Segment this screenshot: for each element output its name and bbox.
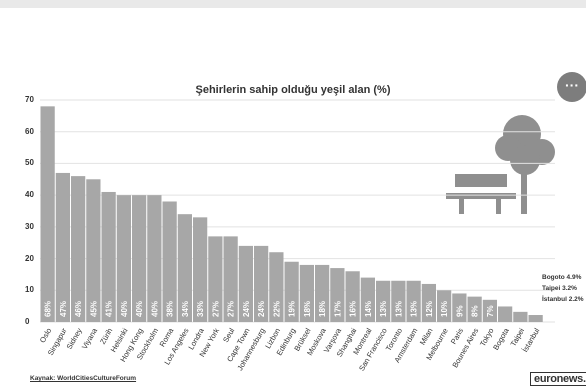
bar-moskova[interactable] [315,264,330,322]
y-tick-label: 20 [25,253,34,263]
y-tick-label: 10 [25,285,34,295]
bar-sidney[interactable] [71,176,86,322]
park-illustration [446,115,555,214]
euronews-logo: euronews. [530,372,586,386]
x-tick-label: Viyana [80,326,100,351]
bar-value-label: 10% [440,301,449,317]
bar-brüksel[interactable] [299,264,314,322]
y-tick-label: 50 [25,158,34,168]
bar-value-label: 13% [394,301,403,317]
bar-value-label: 40% [135,301,144,317]
chart-title: Şehirlerin sahip olduğu yeşil alan (%) [195,84,391,96]
bar-varşova[interactable] [330,268,345,322]
bar-edinburg[interactable] [284,261,299,322]
bar-value-label: 7% [486,305,495,317]
bar-new-york[interactable] [208,236,223,322]
top-rule [0,0,586,8]
bar-toronto[interactable] [391,280,406,322]
bar-value-label: 40% [150,301,159,317]
bar-paris[interactable] [452,293,467,322]
bar-melbourne[interactable] [437,290,452,322]
bar-zürih[interactable] [101,191,116,322]
bar-value-label: 18% [303,301,312,317]
note-line: İstanbul 2.2% [542,296,584,303]
bar-value-label: 8% [471,305,480,317]
note-line: Taipei 3.2% [542,285,577,292]
bar-value-label: 41% [105,301,114,317]
bar-value-label: 45% [89,301,98,317]
bar-milan[interactable] [421,283,436,322]
bar-value-label: 19% [288,301,297,317]
source-note: Kaynak: WorldCitiesCultureForum [30,375,137,382]
bar-amsterdam[interactable] [406,280,421,322]
bar-shanghai[interactable] [345,271,360,322]
bar-bogota[interactable] [498,306,513,322]
bar-viyana[interactable] [86,179,101,322]
y-tick-label: 40 [25,190,34,200]
bar-value-label: 13% [379,301,388,317]
bar-value-label: 12% [425,301,434,317]
bar-value-label: 22% [272,301,281,317]
more-options-button[interactable]: ··· [557,72,586,102]
bar-value-label: 34% [181,301,190,317]
bar-value-label: 16% [349,301,358,317]
bar-value-label: 38% [166,301,175,317]
bar-value-label: 17% [333,301,342,317]
bar-value-label: 27% [211,301,220,317]
bar-value-label: 47% [59,301,68,317]
bar-san-francisco[interactable] [376,280,391,322]
bar-value-label: 24% [257,301,266,317]
bar-taipei[interactable] [513,311,528,322]
bar-value-label: 18% [318,301,327,317]
x-tick-label: Bogota [491,326,511,352]
y-tick-label: 60 [25,126,34,136]
bar-tokyo[interactable] [482,299,497,322]
bar-value-label: 33% [196,301,205,317]
bar-value-label: 13% [410,301,419,317]
bar-hong-kong[interactable] [132,195,147,322]
bar-value-label: 46% [74,301,83,317]
bar-bounes-aires[interactable] [467,296,482,322]
bar-londra[interactable] [193,217,208,322]
bar-singapur[interactable] [55,172,70,322]
bar-value-label: 27% [227,301,236,317]
bar-stockholm[interactable] [147,195,162,322]
bar-i̇stanbul[interactable] [528,315,543,322]
bar-roma[interactable] [162,201,177,322]
bar-oslo[interactable] [40,106,55,322]
note-line: Bogoto 4.9% [542,274,582,281]
bar-cape-town[interactable] [238,245,253,322]
bar-johannesburg[interactable] [254,245,269,322]
y-tick-label: 70 [25,95,34,104]
bar-seul[interactable] [223,236,238,322]
bar-value-label: 14% [364,301,373,317]
bar-value-label: 40% [120,301,129,317]
bar-montreal[interactable] [360,277,375,322]
bar-value-label: 9% [455,305,464,317]
bar-lizbon[interactable] [269,252,284,322]
bar-value-label: 24% [242,301,251,317]
bar-value-label: 68% [44,301,53,317]
y-tick-label: 30 [25,221,34,231]
y-tick-label: 0 [25,317,30,326]
bar-los-angeles[interactable] [177,214,192,322]
bar-helsinki[interactable] [116,195,131,322]
